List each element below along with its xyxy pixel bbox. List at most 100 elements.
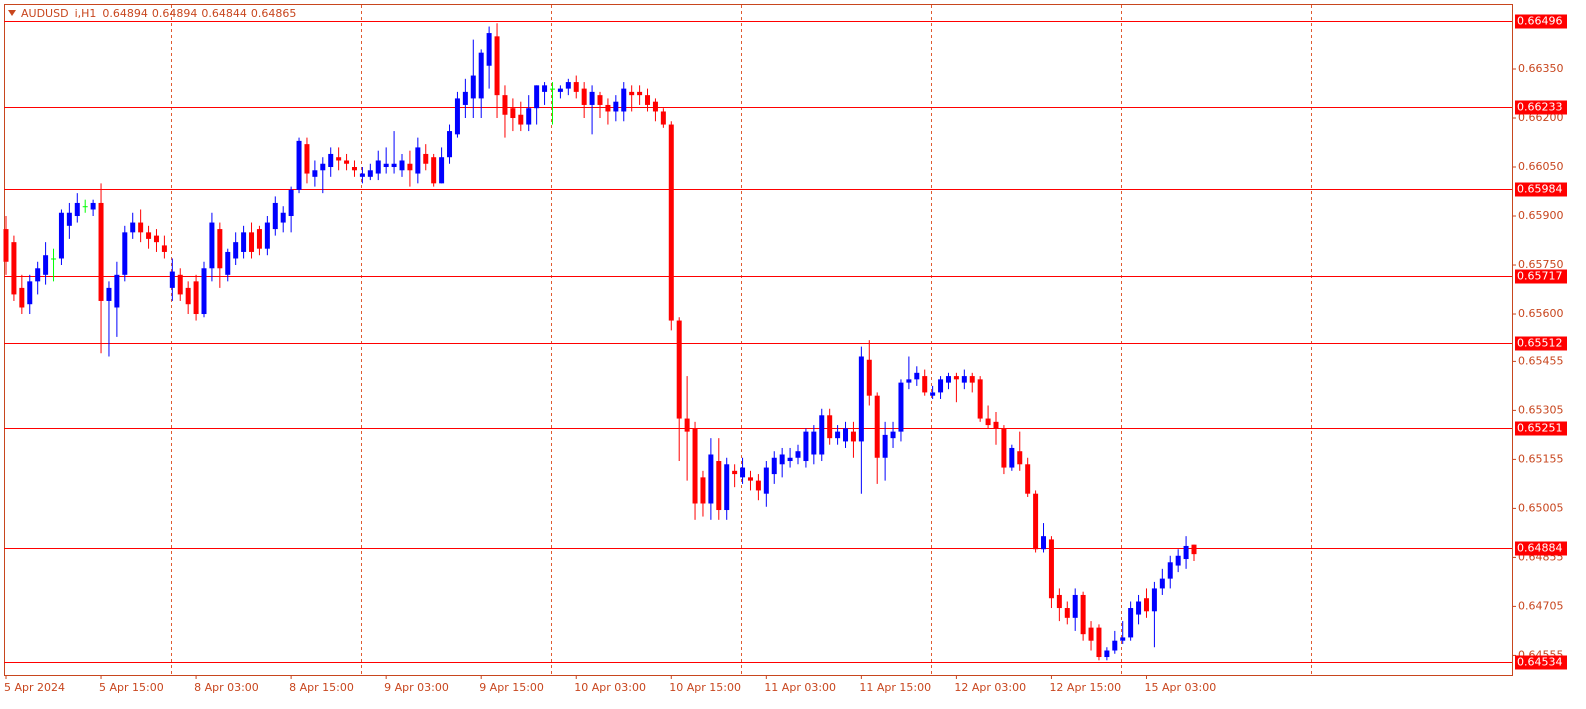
- candle-body: [320, 163, 326, 171]
- candle-body: [312, 170, 318, 177]
- candle-body: [1048, 539, 1054, 599]
- level-label: 0.65251: [1517, 422, 1563, 435]
- ohlc-low: 0.64844: [201, 7, 247, 20]
- y-tick-label: 0.65155: [1518, 452, 1564, 465]
- candle-body: [454, 98, 460, 135]
- x-tick-label: 10 Apr 15:00: [669, 681, 741, 694]
- candle-body: [668, 124, 674, 321]
- y-tick-label: 0.65900: [1518, 209, 1564, 222]
- candle-body: [351, 167, 357, 171]
- candle-body: [945, 376, 951, 383]
- candle-body: [573, 82, 579, 92]
- candle-body: [1159, 578, 1165, 589]
- candle-body: [1151, 588, 1157, 612]
- candle-body: [1136, 601, 1142, 615]
- candle-body: [1167, 562, 1173, 579]
- candle-body: [288, 189, 294, 217]
- level-label: 0.65984: [1517, 183, 1563, 196]
- candle-body: [3, 229, 9, 262]
- candle-body: [233, 242, 239, 259]
- candle-body: [328, 153, 334, 168]
- x-tick-label: 9 Apr 03:00: [384, 681, 449, 694]
- candle-body: [866, 359, 872, 396]
- candle-body: [613, 101, 619, 112]
- candle-body: [874, 395, 880, 458]
- x-tick-label: 10 Apr 03:00: [574, 681, 646, 694]
- candle-body: [557, 88, 563, 92]
- candle-body: [1025, 464, 1031, 494]
- candle-body: [819, 415, 825, 455]
- candle-body: [898, 382, 904, 432]
- candle-body: [985, 418, 991, 426]
- candle-body: [391, 163, 397, 168]
- candle-body: [740, 467, 746, 478]
- y-tick-label: 0.65305: [1518, 403, 1564, 416]
- candle-body: [225, 251, 231, 275]
- candle-body: [1175, 555, 1181, 566]
- candle-body: [153, 235, 159, 243]
- level-label: 0.65512: [1517, 337, 1563, 350]
- candle-body: [930, 392, 936, 396]
- candle-body: [589, 91, 595, 105]
- candle-body: [494, 36, 500, 96]
- level-badge: [1515, 182, 1567, 197]
- candle-body: [835, 431, 841, 439]
- candle-body: [581, 88, 587, 105]
- candle-body: [185, 287, 191, 305]
- candle-body: [1143, 598, 1149, 612]
- x-tick-label: 15 Apr 03:00: [1144, 681, 1216, 694]
- candle-body: [19, 287, 25, 308]
- candle-body: [763, 467, 769, 494]
- candle-body: [11, 242, 17, 295]
- ohlc-close: 0.64865: [251, 7, 297, 20]
- candle-body: [27, 281, 33, 305]
- candle-body: [850, 431, 856, 442]
- candle-body: [431, 157, 437, 184]
- candle-body: [399, 160, 405, 171]
- candle-body: [470, 75, 476, 99]
- candle-body: [1120, 637, 1126, 641]
- candle-body: [256, 229, 262, 249]
- candle-body: [597, 95, 603, 105]
- x-tick-label: 8 Apr 03:00: [194, 681, 259, 694]
- candle-body: [439, 157, 445, 184]
- candle-body: [193, 281, 199, 315]
- candle-body: [565, 82, 571, 89]
- candle-body: [922, 376, 928, 393]
- candle-body: [146, 232, 152, 239]
- candle-body: [1104, 650, 1110, 658]
- candle-body: [1041, 536, 1047, 550]
- candle-body: [217, 229, 223, 269]
- candle-body: [478, 52, 484, 99]
- candle-body: [201, 268, 207, 315]
- candle-body: [114, 274, 120, 308]
- candle-body: [914, 372, 920, 380]
- ohlc-open: 0.64894: [102, 7, 148, 20]
- header-arrow: [8, 10, 16, 16]
- candle-body: [629, 91, 635, 96]
- candle-body: [684, 418, 690, 432]
- candle-body: [375, 160, 381, 174]
- candle-body: [969, 376, 975, 383]
- candle-body: [787, 457, 793, 462]
- level-badge: [1515, 655, 1567, 670]
- candle-body: [534, 85, 540, 109]
- candle-body: [518, 114, 524, 125]
- x-tick-label: 8 Apr 15:00: [289, 681, 354, 694]
- x-tick-label: 5 Apr 15:00: [99, 681, 164, 694]
- candle-body: [1128, 608, 1134, 638]
- candle-body: [724, 464, 730, 511]
- candle-body: [1033, 493, 1039, 550]
- candle-body: [858, 356, 864, 442]
- v-grid: [171, 5, 1312, 675]
- candle-body: [35, 268, 41, 282]
- level-badge: [1515, 541, 1567, 556]
- candle-body: [486, 33, 492, 66]
- symbol: AUDUSD: [21, 7, 69, 20]
- candle-body: [359, 173, 365, 177]
- candle-body: [716, 461, 722, 511]
- candle-body: [660, 111, 666, 125]
- candle-body: [304, 144, 310, 174]
- x-tick-label: 11 Apr 15:00: [859, 681, 931, 694]
